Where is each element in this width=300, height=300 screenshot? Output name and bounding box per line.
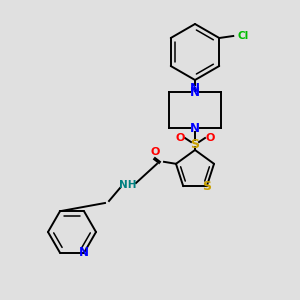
Text: N: N bbox=[190, 122, 200, 134]
Text: O: O bbox=[205, 133, 215, 143]
Text: S: S bbox=[190, 139, 200, 152]
Text: O: O bbox=[150, 147, 160, 157]
Text: S: S bbox=[202, 180, 211, 193]
Text: O: O bbox=[175, 133, 185, 143]
Text: N: N bbox=[190, 82, 200, 94]
Text: N: N bbox=[190, 85, 200, 98]
Text: N: N bbox=[79, 246, 89, 259]
Text: Cl: Cl bbox=[237, 31, 248, 41]
Text: NH: NH bbox=[119, 180, 137, 190]
